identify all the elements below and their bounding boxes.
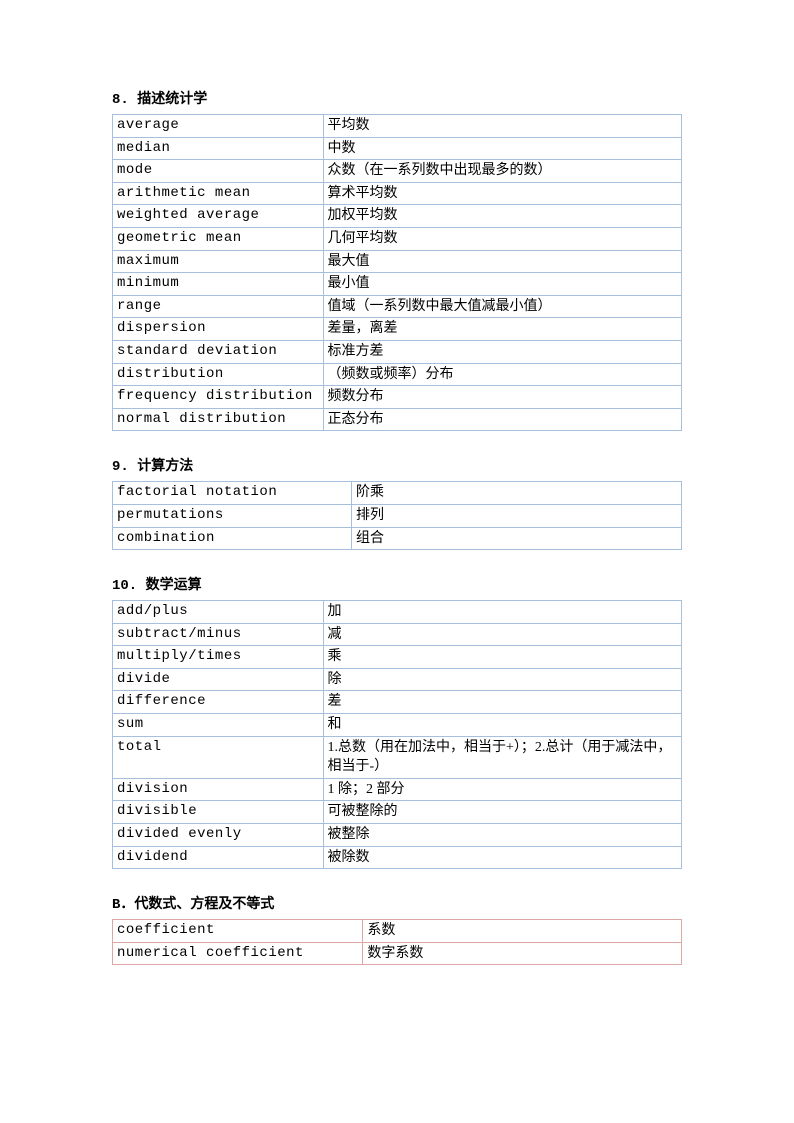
table-row: maximum最大值: [113, 250, 682, 273]
term-en: mode: [113, 160, 324, 183]
term-en: distribution: [113, 363, 324, 386]
term-en: dividend: [113, 846, 324, 869]
term-cn: 中数: [323, 137, 681, 160]
term-en: standard deviation: [113, 340, 324, 363]
table-row: distribution（频数或频率）分布: [113, 363, 682, 386]
term-en: weighted average: [113, 205, 324, 228]
term-cn: 被整除: [323, 824, 681, 847]
term-cn: 算术平均数: [323, 182, 681, 205]
term-en: difference: [113, 691, 324, 714]
table-row: numerical coefficient数字系数: [113, 942, 682, 965]
section-title: B．代数式、方程及不等式: [112, 893, 682, 913]
term-cn: 几何平均数: [323, 227, 681, 250]
term-en: permutations: [113, 504, 352, 527]
term-cn: 值域（一系列数中最大值减最小值）: [323, 295, 681, 318]
term-en: add/plus: [113, 601, 324, 624]
term-en: dispersion: [113, 318, 324, 341]
term-en: average: [113, 115, 324, 138]
term-cn: 加: [323, 601, 681, 624]
term-en: minimum: [113, 273, 324, 296]
term-en: normal distribution: [113, 408, 324, 431]
table-row: geometric mean几何平均数: [113, 227, 682, 250]
term-en: multiply/times: [113, 646, 324, 669]
term-en: frequency distribution: [113, 386, 324, 409]
term-cn: 最大值: [323, 250, 681, 273]
vocab-table: factorial notation阶乘permutations排列combin…: [112, 481, 682, 550]
term-en: total: [113, 736, 324, 778]
table-row: arithmetic mean算术平均数: [113, 182, 682, 205]
section-title: 9. 计算方法: [112, 455, 682, 475]
term-en: divided evenly: [113, 824, 324, 847]
vocab-table: add/plus加subtract/minus减multiply/times乘d…: [112, 600, 682, 869]
term-cn: 数字系数: [363, 942, 682, 965]
term-cn: 众数（在一系列数中出现最多的数）: [323, 160, 681, 183]
table-row: mode众数（在一系列数中出现最多的数）: [113, 160, 682, 183]
table-row: subtract/minus减: [113, 623, 682, 646]
term-cn: 频数分布: [323, 386, 681, 409]
term-cn: 可被整除的: [323, 801, 681, 824]
vocab-table: coefficient系数numerical coefficient数字系数: [112, 919, 682, 965]
term-cn: 加权平均数: [323, 205, 681, 228]
table-row: minimum最小值: [113, 273, 682, 296]
term-cn: 减: [323, 623, 681, 646]
term-cn: 正态分布: [323, 408, 681, 431]
table-row: multiply/times乘: [113, 646, 682, 669]
term-en: combination: [113, 527, 352, 550]
table-row: divide除: [113, 668, 682, 691]
term-cn: 平均数: [323, 115, 681, 138]
term-en: factorial notation: [113, 482, 352, 505]
term-en: numerical coefficient: [113, 942, 363, 965]
term-en: geometric mean: [113, 227, 324, 250]
term-cn: 标准方差: [323, 340, 681, 363]
table-row: average平均数: [113, 115, 682, 138]
table-row: standard deviation标准方差: [113, 340, 682, 363]
vocab-table: average平均数median中数mode众数（在一系列数中出现最多的数）ar…: [112, 114, 682, 431]
term-cn: 最小值: [323, 273, 681, 296]
table-row: dispersion差量，离差: [113, 318, 682, 341]
table-row: frequency distribution频数分布: [113, 386, 682, 409]
term-cn: 阶乘: [351, 482, 681, 505]
table-row: permutations排列: [113, 504, 682, 527]
table-row: total1.总数（用在加法中，相当于+）；2.总计（用于减法中，相当于-）: [113, 736, 682, 778]
term-en: division: [113, 778, 324, 801]
term-cn: 乘: [323, 646, 681, 669]
term-en: median: [113, 137, 324, 160]
term-en: divisible: [113, 801, 324, 824]
table-row: normal distribution正态分布: [113, 408, 682, 431]
term-en: sum: [113, 714, 324, 737]
table-row: add/plus加: [113, 601, 682, 624]
term-en: maximum: [113, 250, 324, 273]
table-row: difference差: [113, 691, 682, 714]
table-row: coefficient系数: [113, 920, 682, 943]
term-cn: 差: [323, 691, 681, 714]
term-en: arithmetic mean: [113, 182, 324, 205]
table-row: division1 除；2 部分: [113, 778, 682, 801]
table-row: weighted average加权平均数: [113, 205, 682, 228]
term-en: coefficient: [113, 920, 363, 943]
term-cn: 除: [323, 668, 681, 691]
table-row: divided evenly被整除: [113, 824, 682, 847]
table-row: median中数: [113, 137, 682, 160]
term-cn: 差量，离差: [323, 318, 681, 341]
term-cn: 1 除；2 部分: [323, 778, 681, 801]
table-row: range值域（一系列数中最大值减最小值）: [113, 295, 682, 318]
term-cn: （频数或频率）分布: [323, 363, 681, 386]
term-cn: 被除数: [323, 846, 681, 869]
table-row: combination组合: [113, 527, 682, 550]
term-cn: 1.总数（用在加法中，相当于+）；2.总计（用于减法中，相当于-）: [323, 736, 681, 778]
term-cn: 和: [323, 714, 681, 737]
term-cn: 排列: [351, 504, 681, 527]
table-row: dividend被除数: [113, 846, 682, 869]
term-cn: 组合: [351, 527, 681, 550]
term-en: range: [113, 295, 324, 318]
table-row: sum和: [113, 714, 682, 737]
term-cn: 系数: [363, 920, 682, 943]
section-title: 10. 数学运算: [112, 574, 682, 594]
section-title: 8. 描述统计学: [112, 88, 682, 108]
table-row: factorial notation阶乘: [113, 482, 682, 505]
term-en: subtract/minus: [113, 623, 324, 646]
table-row: divisible可被整除的: [113, 801, 682, 824]
term-en: divide: [113, 668, 324, 691]
